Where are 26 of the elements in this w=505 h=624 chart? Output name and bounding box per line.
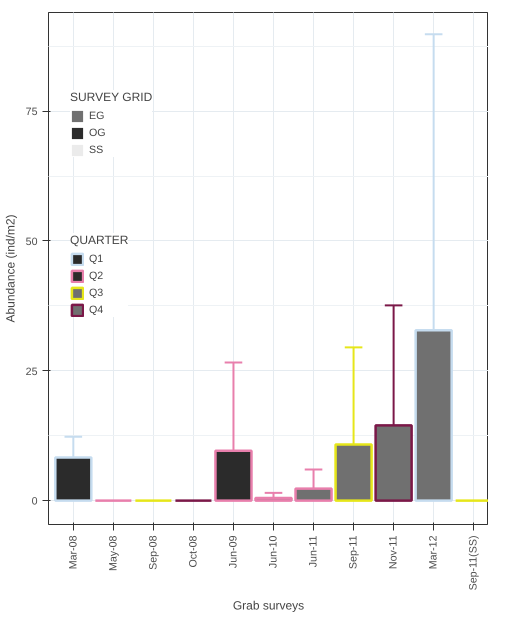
legend-label: Q4 [89, 303, 104, 317]
x-axis-title: Grab surveys [232, 598, 304, 612]
x-tick-label: Sep-08 [147, 535, 160, 570]
x-tick-label: Jun-11 [308, 535, 320, 568]
text: QUARTER [70, 233, 128, 247]
legend-label: Q3 [89, 286, 104, 300]
x-tick-label: Jun-10 [268, 535, 280, 568]
legend-label: EG [89, 109, 106, 123]
x-tick-label: Oct-08 [187, 535, 200, 568]
y-tick-label: 25 [26, 366, 38, 378]
y-axis-title: Abundance (ind/m2) [4, 214, 18, 323]
legend-label: Q2 [89, 269, 104, 283]
x-tick-label: Nov-11 [388, 535, 400, 570]
x-tick-label: Jun-09 [227, 535, 240, 568]
x-tick-label: Mar-12 [428, 535, 440, 570]
x-tick-label: Sep-11(SS) [468, 535, 480, 590]
legend-label: SS [89, 143, 104, 157]
x-tick-label: Sep-11 [348, 535, 360, 570]
text: SURVEY GRID [70, 90, 152, 104]
y-tick-label: 0 [32, 496, 38, 508]
x-tick-label: Mar-08 [67, 535, 80, 570]
y-tick-label: 50 [26, 236, 38, 248]
y-tick-label: 75 [26, 106, 38, 118]
legend-label: Q1 [89, 252, 104, 266]
legend-label: OG [89, 126, 107, 140]
x-tick-label: May-08 [107, 535, 120, 572]
